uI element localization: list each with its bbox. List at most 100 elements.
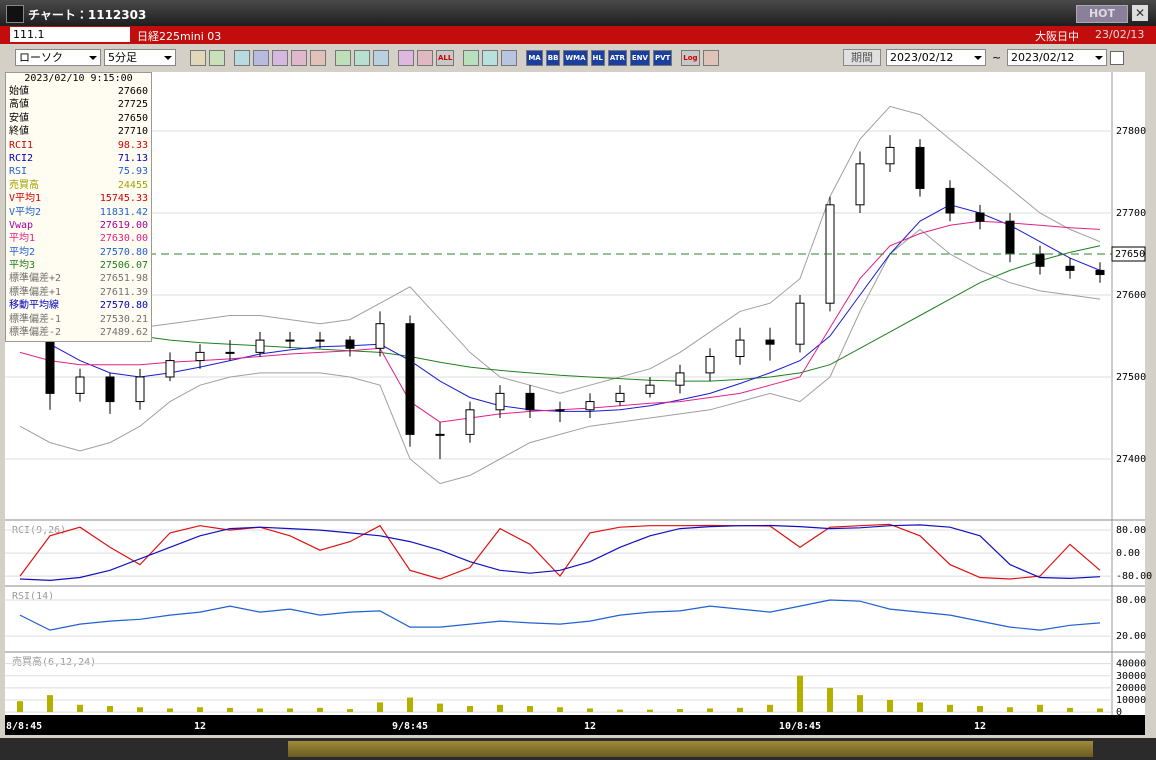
volume-bar	[1037, 704, 1043, 713]
candle-body	[495, 392, 505, 411]
toolbar-icon[interactable]	[209, 50, 225, 66]
info-row: 売買高 24455	[6, 179, 151, 192]
info-value: 27506.07	[99, 260, 148, 272]
info-value: 27619.00	[99, 219, 148, 231]
candle-body	[645, 384, 655, 394]
volume-bar	[527, 706, 533, 713]
info-label: 標準偏差-1	[9, 313, 62, 325]
toolbar-text-icon[interactable]: PVT	[652, 50, 673, 66]
info-label: 標準偏差+2	[9, 273, 62, 285]
info-row: 移動平均線 27570.80	[6, 299, 151, 312]
toolbar-icon[interactable]	[234, 50, 250, 66]
volume-bar	[167, 708, 173, 713]
toolbar-icon[interactable]	[501, 50, 518, 66]
toolbar-text-icon[interactable]: WMA	[563, 50, 588, 66]
toolbar-icon[interactable]	[398, 50, 414, 66]
toolbar-text-icon[interactable]: ALL	[436, 50, 455, 66]
hot-button[interactable]: HOT	[1076, 5, 1128, 23]
volume-bar	[77, 704, 83, 713]
info-row: 標準偏差-2 27489.62	[6, 326, 151, 339]
toolbar-icon[interactable]	[190, 50, 206, 66]
info-panel: 2023/02/10 9:15:00 始値 27660 高値 27725 安値 27650…	[5, 72, 152, 342]
y-tick-label: 80.00	[1116, 525, 1146, 536]
toolbar-icon[interactable]	[291, 50, 307, 66]
interval-select[interactable]: 5分足	[104, 49, 176, 66]
candle-body	[795, 302, 805, 345]
toolbar-icon[interactable]	[253, 50, 269, 66]
y-tick-label: 27500	[1116, 372, 1146, 383]
volume-bar	[827, 687, 833, 713]
toolbar: ローソク 5分足 ALL MA BB WMA HL ATR ENV PVT Log 期間 202…	[0, 44, 1156, 72]
info-label: 始値	[9, 86, 29, 97]
toolbar-text-icon[interactable]: Log	[681, 50, 700, 66]
info-row: 始値 27660	[6, 85, 151, 98]
info-value: 27489.62	[99, 327, 148, 339]
toolbar-text-icon[interactable]: BB	[545, 50, 561, 66]
candle-body	[675, 372, 685, 386]
toolbar-text-icon[interactable]: MA	[526, 50, 543, 66]
icon-row: ALL MA BB WMA HL ATR ENV PVT Log	[190, 50, 719, 66]
candle-body	[705, 355, 715, 374]
info-label: V平均2	[9, 206, 42, 218]
y-tick-label: 27600	[1116, 290, 1146, 301]
candle-body	[105, 376, 115, 403]
candle-body	[165, 360, 175, 378]
toolbar-text-icon[interactable]: ATR	[607, 50, 627, 66]
from-date[interactable]: 2023/02/12	[886, 49, 986, 66]
tilde: ~	[992, 51, 1002, 64]
info-label: RCI1	[9, 139, 34, 151]
volume-bar	[17, 701, 23, 713]
toolbar-icon[interactable]	[272, 50, 288, 66]
checkbox[interactable]	[1110, 51, 1124, 65]
info-row: 高値 27725	[6, 98, 151, 111]
info-value: 27570.80	[99, 246, 148, 258]
toolbar-text-icon[interactable]: HL	[590, 50, 605, 66]
toolbar-icon[interactable]	[702, 50, 719, 66]
candle-body	[465, 409, 475, 435]
info-label: 平均1	[9, 233, 36, 245]
candle-body	[555, 409, 565, 412]
volume-bar	[917, 702, 923, 713]
y-tick-label: 10000	[1116, 695, 1146, 706]
toolbar-icon[interactable]	[310, 50, 326, 66]
x-axis-strip	[5, 715, 1145, 735]
volume-bar	[347, 709, 353, 713]
title-bar: チャート：1112303 HOT ✕	[0, 0, 1156, 26]
info-label: 平均3	[9, 260, 36, 272]
close-button[interactable]: ✕	[1132, 5, 1148, 21]
toolbar-icon[interactable]	[373, 50, 389, 66]
info-label: V平均1	[9, 193, 42, 205]
to-date[interactable]: 2023/02/12	[1007, 49, 1107, 66]
toolbar-icon[interactable]	[354, 50, 370, 66]
session: 大阪日中	[1035, 30, 1079, 43]
indicator-line	[19, 523, 1101, 580]
chart-type-select[interactable]: ローソク	[15, 49, 101, 66]
current-price-label: 27650	[1115, 249, 1145, 260]
x-tick-label: 12	[584, 721, 596, 732]
scroll-thumb[interactable]	[288, 741, 1093, 757]
info-label: RSI	[9, 166, 28, 178]
toolbar-icon[interactable]	[335, 50, 351, 66]
volume-bar	[857, 695, 863, 713]
info-row: V平均2 11831.42	[6, 206, 151, 219]
candle-body	[1095, 269, 1105, 276]
toolbar-text-icon[interactable]: ENV	[629, 50, 650, 66]
info-label: 高値	[9, 99, 29, 111]
x-tick-label: 12	[974, 721, 986, 732]
info-label: 終値	[9, 126, 29, 138]
info-value: 27570.80	[99, 300, 148, 312]
indicator-line	[19, 599, 1101, 631]
period-button[interactable]: 期間	[843, 49, 881, 66]
candle-body	[1035, 253, 1045, 267]
y-tick-label: 30000	[1116, 671, 1146, 682]
toolbar-icon[interactable]	[463, 50, 480, 66]
toolbar-icon[interactable]	[417, 50, 433, 66]
info-row: 標準偏差-1 27530.21	[6, 313, 151, 326]
info-label: 標準偏差+1	[9, 286, 62, 298]
code-input[interactable]: 111.1	[10, 27, 130, 42]
toolbar-icon[interactable]	[482, 50, 499, 66]
candle-body	[285, 339, 295, 342]
current-price-box	[1111, 246, 1146, 262]
info-value: 27660	[117, 86, 148, 97]
candle-body	[345, 339, 355, 349]
